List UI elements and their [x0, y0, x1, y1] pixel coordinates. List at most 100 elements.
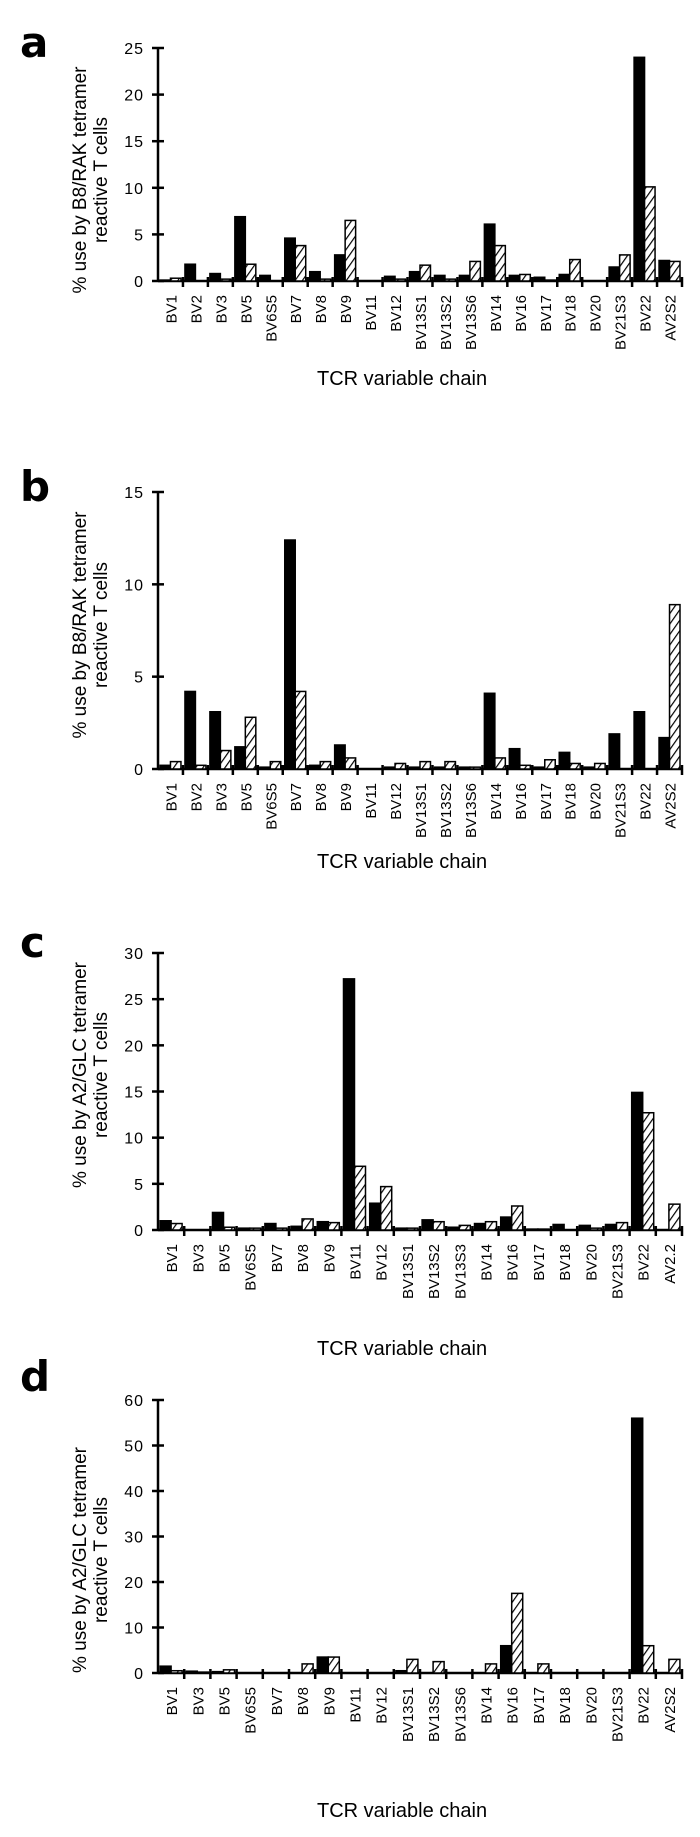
x-tick-label: BV12	[374, 1687, 391, 1724]
x-tick-label: BV21S3	[610, 1244, 627, 1299]
x-tick-label: BV12	[388, 295, 405, 332]
x-tick-label: BV14	[479, 1244, 496, 1281]
bar-hatched	[494, 244, 507, 282]
bar-hatched	[394, 278, 407, 282]
bar-hatched	[196, 1671, 210, 1674]
bar-hatched	[668, 260, 681, 282]
bar-hatched	[444, 760, 457, 770]
bar-hatched	[319, 760, 332, 770]
bar-hatched	[568, 258, 581, 282]
bar-hatched	[494, 757, 507, 770]
x-tick-label: BV2	[188, 783, 205, 811]
bar-hatched	[301, 1218, 314, 1231]
x-tick-label: BV11	[363, 295, 380, 331]
bar-hatched	[379, 1185, 393, 1231]
bar-filled	[483, 692, 496, 770]
bar-filled	[211, 1670, 225, 1674]
bar-filled	[316, 1656, 330, 1674]
y-tick-label: 0	[134, 274, 144, 291]
x-tick-label: BV12	[388, 783, 405, 820]
y-tick-label: 30	[124, 946, 144, 963]
x-tick-label: BV9	[338, 783, 355, 811]
x-tick-label: BV14	[488, 295, 505, 332]
bar-filled	[395, 1669, 408, 1674]
x-tick-label: BV18	[557, 1244, 574, 1281]
x-tick-label: BV3	[213, 783, 230, 811]
bar-hatched	[419, 760, 432, 770]
bar-hatched	[394, 762, 407, 770]
x-tick-label: BV22	[638, 783, 655, 820]
panel-letter-a: a	[20, 18, 49, 67]
bar-filled	[558, 751, 571, 770]
bar-filled	[209, 711, 222, 770]
x-axis-label-a: TCR variable chain	[317, 368, 488, 390]
bar-hatched	[419, 264, 432, 282]
bar-filled	[159, 1665, 172, 1674]
bar-hatched	[641, 1111, 655, 1231]
x-tick-label: BV13S2	[426, 1244, 443, 1299]
x-tick-label: BV20	[583, 1687, 600, 1724]
bar-hatched	[615, 1221, 629, 1231]
y-tick-label: 10	[124, 1131, 144, 1148]
x-tick-label: BV17	[538, 295, 555, 332]
x-tick-label: BV11	[348, 1244, 365, 1280]
x-tick-label: BV3	[190, 1244, 207, 1272]
bar-hatched	[219, 749, 232, 770]
panel-a: a % use by B8/RAK tetramer reactive T ce…	[0, 0, 700, 400]
y-tick-label: 15	[124, 134, 144, 151]
bar-hatched	[432, 1660, 445, 1674]
x-tick-label: BV11	[363, 783, 380, 819]
y-tick-label: 15	[124, 485, 144, 502]
bar-hatched	[353, 1165, 367, 1231]
y-tick-label: 20	[124, 1038, 144, 1055]
y-tick-label: 10	[124, 1621, 144, 1638]
bar-chart-c: 0 5 10 15 20 25 30 BV1 BV3 BV5 BV6S5 BV7 BV8 BV9 BV11 B…	[124, 946, 684, 1299]
x-tick-label: BV13S6	[463, 783, 480, 838]
x-tick-label: BV3	[190, 1687, 207, 1715]
bar-hatched	[432, 1220, 445, 1231]
bar-filled	[633, 711, 646, 770]
x-tick-label: BV8	[313, 783, 330, 811]
bar-chart-b: 0 5 10 15 BV1 BV2 BV3 BV5 BV6S5 BV7 BV8 BV9 BV11 BV12…	[124, 485, 684, 838]
bar-hatched	[641, 1644, 655, 1674]
bar-hatched	[319, 278, 332, 282]
x-tick-label: BV17	[531, 1244, 548, 1281]
y-tick-label: 50	[124, 1439, 144, 1456]
x-tick-label: BV22	[636, 1687, 653, 1724]
x-tick-label: BV5	[238, 295, 255, 323]
x-tick-label: BV16	[513, 295, 530, 332]
x-tick-label: BV9	[321, 1687, 338, 1715]
x-tick-label: AV2.2	[662, 1244, 679, 1284]
y-tick-label: 40	[124, 1484, 144, 1501]
bar-hatched	[170, 1669, 183, 1674]
bar-hatched	[275, 1227, 288, 1231]
x-tick-label: BV17	[531, 1687, 548, 1724]
bar-hatched	[458, 1224, 472, 1231]
x-tick-label: BV8	[295, 1244, 312, 1272]
panel-b: b % use by B8/RAK tetramer reactive T ce…	[0, 0, 700, 880]
bar-hatched	[484, 1663, 498, 1674]
x-tick-label: BV13S6	[463, 295, 480, 350]
bar-filled	[552, 1223, 565, 1231]
bar-hatched	[593, 762, 606, 770]
y-tick-label: 0	[134, 1223, 144, 1240]
y-tick-label: 25	[124, 992, 144, 1009]
x-axis-label-c: TCR variable chain	[317, 1338, 488, 1360]
bar-hatched	[537, 1228, 550, 1231]
x-tick-label: AV2S2	[663, 783, 680, 829]
panel-letter-c: c	[20, 918, 45, 967]
bar-hatched	[406, 1227, 419, 1231]
bar-filled	[308, 270, 321, 282]
bar-hatched	[344, 757, 357, 770]
y-tick-label: 5	[134, 227, 144, 244]
bar-hatched	[244, 263, 257, 282]
y-tick-label: 15	[124, 1085, 144, 1102]
bar-hatched	[327, 1656, 341, 1674]
bar-hatched	[294, 244, 307, 282]
bar-hatched	[327, 1221, 341, 1231]
x-tick-label: BV11	[348, 1687, 365, 1723]
x-tick-label: BV13S1	[413, 295, 430, 350]
y-tick-label: 25	[124, 41, 144, 58]
bar-hatched	[668, 1658, 681, 1674]
